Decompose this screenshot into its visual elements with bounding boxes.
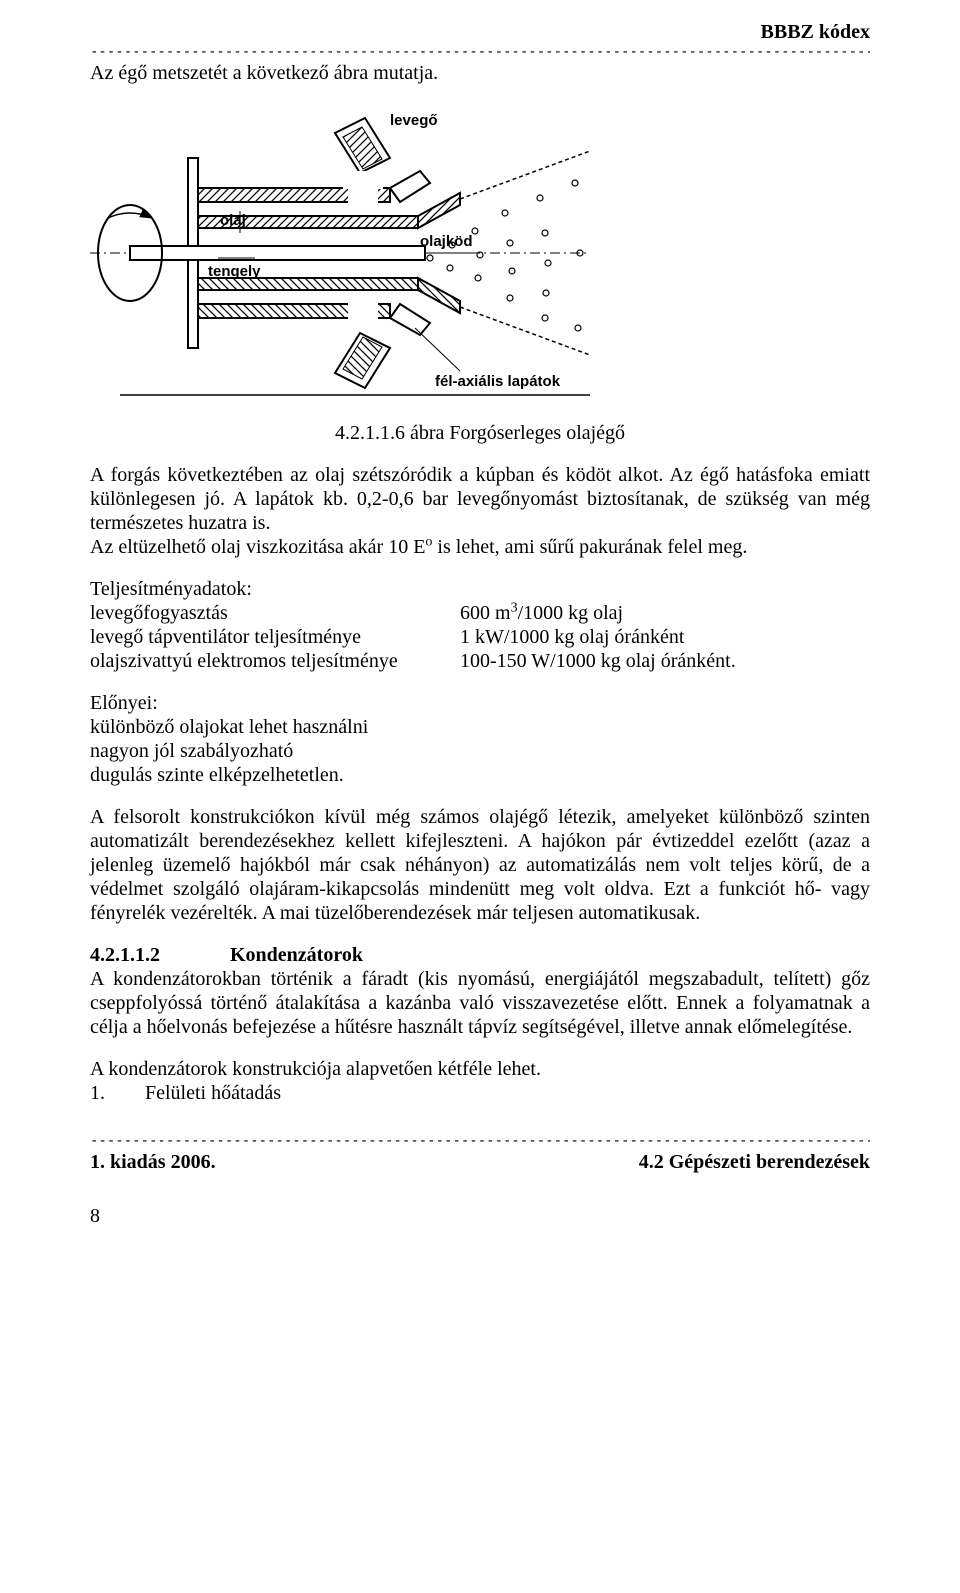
advantages-l2: nagyon jól szabályozható bbox=[90, 739, 870, 763]
perf-r3-label: olajszivattyú elektromos teljesítménye bbox=[90, 649, 460, 673]
paragraph-1-part2a: Az eltüzelhető olaj viszkozitása akár 10… bbox=[90, 536, 425, 558]
diagram-label-olaj: olaj bbox=[220, 212, 246, 229]
footer-right: 4.2 Gépészeti berendezések bbox=[639, 1150, 870, 1174]
perf-r1-value-a: 600 m bbox=[460, 602, 511, 624]
footer-left: 1. kiadás 2006. bbox=[90, 1150, 216, 1174]
perf-r3-value: 100-150 W/1000 kg olaj óránként. bbox=[460, 649, 870, 673]
list-item-1-num: 1. bbox=[90, 1081, 105, 1105]
perf-r2-label: levegő tápventilátor teljesítménye bbox=[90, 625, 460, 649]
figure-caption: 4.2.1.1.6 ábra Forgóserleges olajégő bbox=[90, 421, 870, 445]
advantages-l3: dugulás szinte elképzelhetetlen. bbox=[90, 763, 870, 787]
perf-title: Teljesítményadatok: bbox=[90, 577, 870, 601]
diagram-label-levego: levegő bbox=[390, 112, 438, 129]
burner-diagram: levegő olaj tengely olajköd fél-axiális … bbox=[90, 103, 610, 403]
paragraph-1: A forgás következtében az olaj szétszóró… bbox=[90, 463, 870, 559]
figure-wrap: levegő olaj tengely olajköd fél-axiális … bbox=[90, 103, 870, 403]
advantages-title: Előnyei: bbox=[90, 691, 870, 715]
paragraph-3: A kondenzátorokban történik a fáradt (ki… bbox=[90, 967, 870, 1039]
page-container: BBBZ kódex -----------------------------… bbox=[0, 0, 960, 1593]
perf-r2-value: 1 kW/1000 kg olaj óránként bbox=[460, 625, 870, 649]
performance-data: Teljesítményadatok: levegőfogyasztás 600… bbox=[90, 577, 870, 673]
section-heading: 4.2.1.1.2 Kondenzátorok bbox=[90, 943, 870, 967]
perf-r1-value-b: /1000 kg olaj bbox=[518, 602, 624, 624]
diagram-label-felaxial: fél-axiális lapátok bbox=[435, 373, 561, 390]
section-title: Kondenzátorok bbox=[230, 943, 363, 967]
footer-divider: ----------------------------------------… bbox=[90, 1133, 870, 1150]
header-codex: BBBZ kódex bbox=[90, 20, 870, 44]
header-divider: ----------------------------------------… bbox=[90, 44, 870, 61]
footer: ----------------------------------------… bbox=[90, 1133, 870, 1228]
page-number: 8 bbox=[90, 1204, 870, 1228]
list-item-1-text: Felületi hőátadás bbox=[145, 1081, 281, 1105]
paragraph-1-part2b: is lehet, ami sűrű pakurának felel meg. bbox=[432, 536, 747, 558]
advantages-block: Előnyei: különböző olajokat lehet haszná… bbox=[90, 691, 870, 787]
superscript-3: 3 bbox=[511, 600, 518, 615]
intro-text: Az égő metszetét a következő ábra mutatj… bbox=[90, 61, 870, 85]
perf-r1-label: levegőfogyasztás bbox=[90, 601, 460, 625]
perf-r1-value: 600 m3/1000 kg olaj bbox=[460, 601, 870, 625]
paragraph-2: A felsorolt konstrukciókon kívül még szá… bbox=[90, 805, 870, 925]
paragraph-1-part1: A forgás következtében az olaj szétszóró… bbox=[90, 464, 870, 534]
advantages-l1: különböző olajokat lehet használni bbox=[90, 715, 870, 739]
list-item-1: 1. Felületi hőátadás bbox=[90, 1081, 870, 1105]
section-number: 4.2.1.1.2 bbox=[90, 943, 160, 967]
diagram-label-tengely: tengely bbox=[208, 263, 261, 280]
paragraph-4: A kondenzátorok konstrukciója alapvetően… bbox=[90, 1057, 870, 1081]
diagram-label-olajkod: olajköd bbox=[420, 233, 473, 250]
